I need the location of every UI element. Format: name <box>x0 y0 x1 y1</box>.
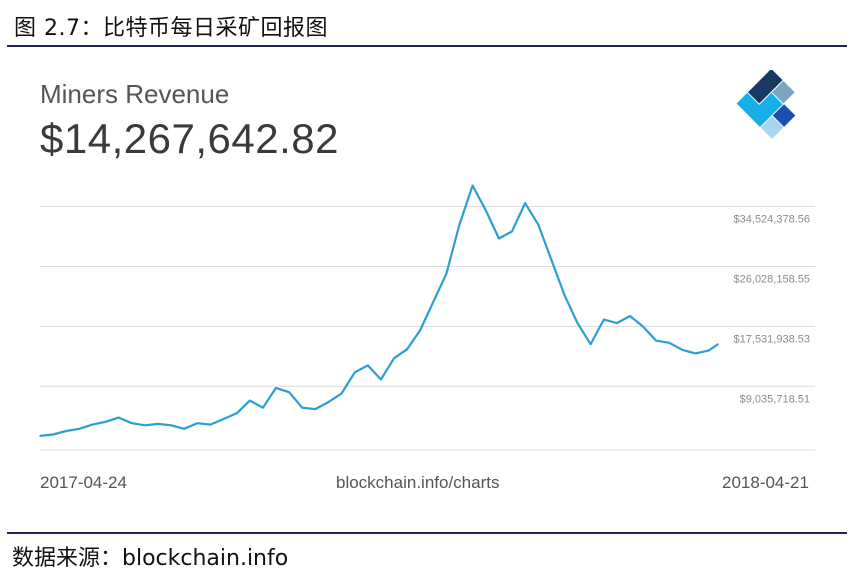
data-point <box>694 352 697 355</box>
data-point <box>52 433 54 436</box>
data-point <box>432 301 435 303</box>
data-point <box>117 416 120 419</box>
data-point <box>537 223 539 226</box>
data-point <box>65 430 67 432</box>
data-point <box>157 423 159 425</box>
gridlines <box>40 206 815 451</box>
data-point <box>183 428 185 430</box>
data-point <box>589 343 592 345</box>
x-start-label: 2017-04-24 <box>40 473 127 492</box>
top-rule <box>7 45 847 47</box>
data-point <box>301 406 304 409</box>
y-tick-labels: $9,035,718.51 $17,531,938.53 $26,028,158.5… <box>734 214 810 406</box>
data-point <box>170 424 172 427</box>
data-point <box>471 184 474 187</box>
series-points <box>39 184 719 437</box>
miners-revenue-chart: $9,035,718.51 $17,531,938.53 $26,028,158.5… <box>39 184 815 451</box>
data-point <box>603 318 605 321</box>
y-tick-label: $34,524,378.56 <box>734 214 810 226</box>
data-point <box>445 272 448 275</box>
data-point <box>367 364 369 367</box>
data-point <box>262 406 264 409</box>
data-point <box>642 325 644 328</box>
y-tick-label: $9,035,718.51 <box>740 393 810 405</box>
data-point <box>406 348 408 350</box>
data-point <box>576 322 579 324</box>
series-line-miners-revenue <box>39 184 719 437</box>
data-point <box>327 401 330 403</box>
data-point <box>498 237 500 240</box>
data-point <box>78 428 81 430</box>
data-point <box>235 412 238 415</box>
data-point <box>707 349 710 352</box>
data-point <box>380 378 382 381</box>
data-point <box>668 342 671 344</box>
bottom-rule <box>7 532 847 534</box>
data-point <box>717 343 719 345</box>
data-point <box>550 258 553 261</box>
data-point <box>249 399 251 402</box>
data-point <box>222 418 225 420</box>
data-point <box>458 223 461 226</box>
data-point <box>209 423 212 426</box>
figure-title: 图 2.7：比特币每日采矿回报图 <box>14 16 328 41</box>
data-point <box>340 392 343 395</box>
data-point <box>144 424 146 427</box>
data-point <box>419 329 422 331</box>
data-point <box>485 209 487 212</box>
y-tick-label: $26,028,158.55 <box>734 273 810 285</box>
data-point <box>196 422 199 425</box>
data-point <box>393 357 395 360</box>
data-point <box>131 422 133 425</box>
data-point <box>104 421 107 423</box>
data-point <box>91 423 94 426</box>
data-point <box>275 387 277 389</box>
x-end-label: 2018-04-21 <box>722 473 809 492</box>
blockchain-logo-icon <box>736 70 796 139</box>
data-point <box>288 391 290 393</box>
data-point <box>629 315 631 317</box>
data-point <box>39 435 41 437</box>
y-tick-label: $17,531,938.53 <box>734 333 810 345</box>
data-point <box>524 202 526 204</box>
data-point <box>616 322 618 324</box>
chart-credit: blockchain.info/charts <box>336 473 500 492</box>
chart-title: Miners Revenue <box>40 79 230 109</box>
data-point <box>681 349 684 351</box>
current-value: $14,267,642.82 <box>40 115 339 162</box>
data-point <box>511 230 513 233</box>
data-point <box>563 294 566 296</box>
figure-source: 数据来源：blockchain.info <box>12 546 289 571</box>
data-point <box>353 371 356 374</box>
data-point <box>314 408 317 410</box>
data-point <box>655 339 657 342</box>
